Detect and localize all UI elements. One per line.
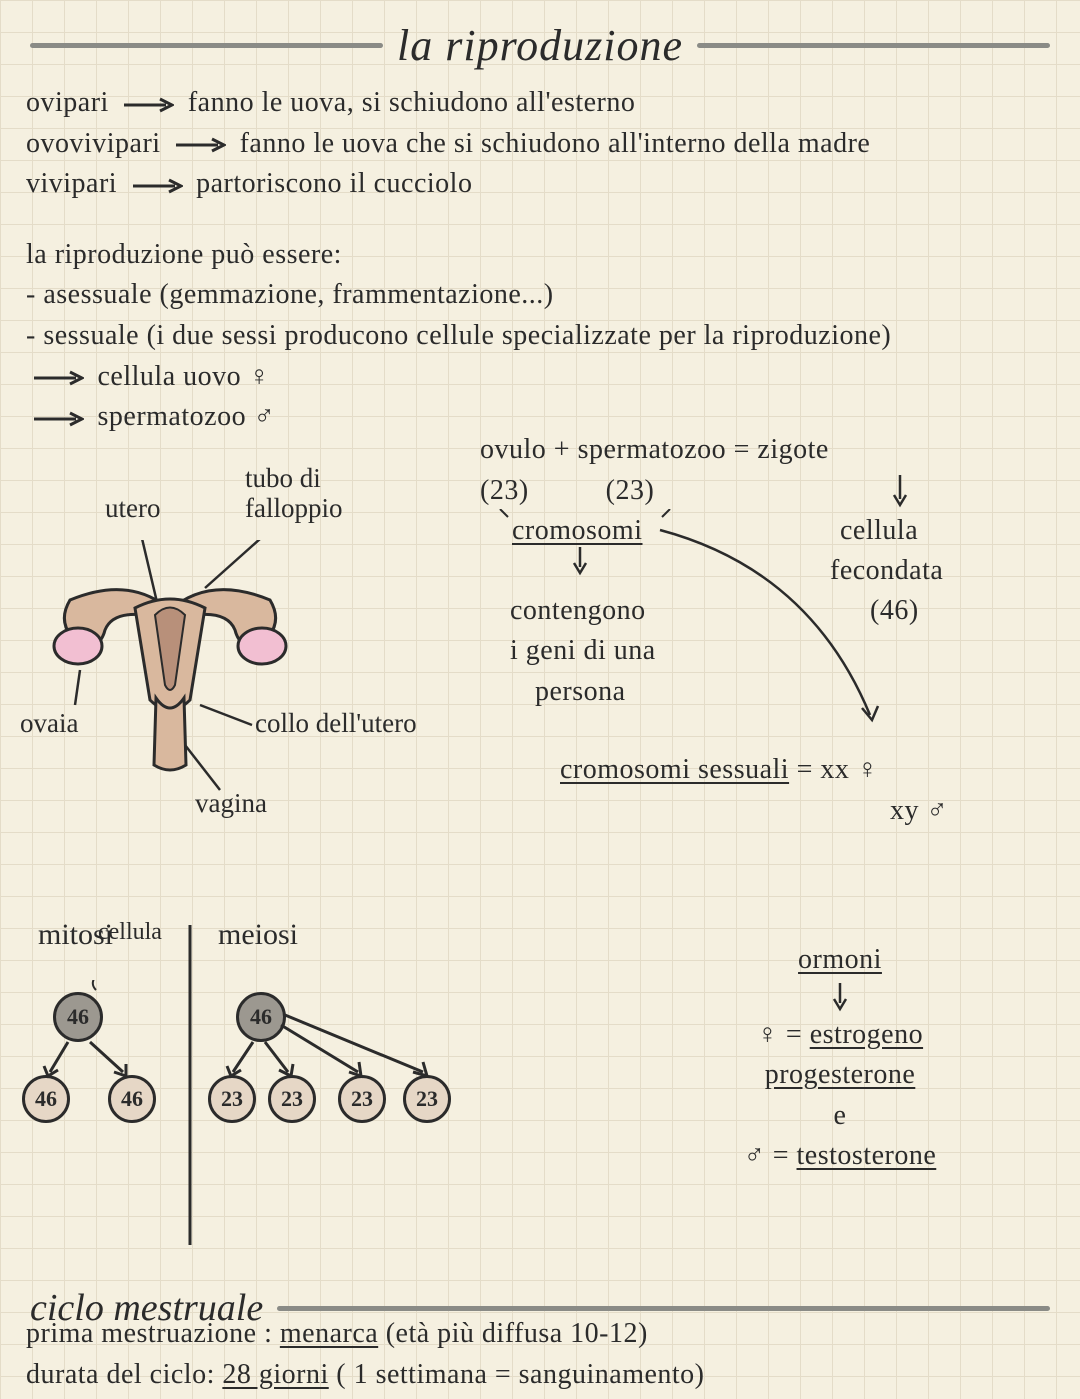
down-arrow-icon xyxy=(570,547,590,577)
arrow-icon xyxy=(131,178,183,194)
lbl-meiosi: meiosi xyxy=(218,920,298,950)
lbl-cellula-small: cellula xyxy=(98,920,162,944)
down-arrow-icon xyxy=(830,983,850,1013)
zigote-eq: ovulo + spermatozoo = zigote xyxy=(480,430,1060,471)
ormoni-block: ormoni ♀ = estrogeno progesterone e ♂ = … xyxy=(620,940,1060,1177)
lbl-menarca: menarca xyxy=(280,1318,378,1349)
lbl-utero: utero xyxy=(105,495,160,522)
ciclo-l1: prima mestruazione : menarca (età più di… xyxy=(26,1314,1054,1355)
page-title: la riproduzione xyxy=(397,20,683,71)
def-text: partoriscono il cucciolo xyxy=(196,168,472,199)
arrow-icon xyxy=(174,137,226,153)
def-ovovivipari: ovovivipari fanno le uova che si schiudo… xyxy=(26,124,1054,165)
lbl-e: e xyxy=(620,1096,1060,1137)
repro-intro: la riproduzione può essere: xyxy=(26,235,1054,276)
definitions: ovipari fanno le uova, si schiudono all'… xyxy=(0,79,1080,209)
lbl-estrogeno: estrogeno xyxy=(810,1019,923,1050)
lbl-sexchrom: cromosomi sessuali xyxy=(560,754,789,785)
zigote-block: ovulo + spermatozoo = zigote (23) (23) c… xyxy=(480,430,1060,712)
def-text: fanno le uova, si schiudono all'esterno xyxy=(188,87,636,118)
cell-egg: cellula uovo ♀ xyxy=(26,357,1054,398)
rule-left xyxy=(30,43,383,48)
lbl-tubo: tubo di xyxy=(245,465,321,492)
lbl-28giorni: 28 giorni xyxy=(222,1359,328,1390)
mitosi-arrows xyxy=(18,980,188,1110)
ciclo-block: prima mestruazione : menarca (età più di… xyxy=(0,1310,1080,1399)
arrow-icon xyxy=(32,370,84,386)
repro-block: la riproduzione può essere: - asessuale … xyxy=(0,231,1080,442)
arrow-icon xyxy=(32,411,84,427)
term: vivipari xyxy=(26,168,117,199)
def-text: fanno le uova che si schiudono all'inter… xyxy=(240,128,871,159)
repro-asex: - asessuale (gemmazione, frammentazione.… xyxy=(26,275,1054,316)
ciclo-l2: durata del ciclo: 28 giorni ( 1 settiman… xyxy=(26,1355,1054,1396)
lbl-contengono: contengono xyxy=(510,591,646,632)
title-row: la riproduzione xyxy=(0,0,1080,79)
down-arrow-icon xyxy=(890,475,910,509)
uterus-diagram: utero tubo di falloppio ovaia collo dell… xyxy=(20,540,450,890)
def-ovipari: ovipari fanno le uova, si schiudono all'… xyxy=(26,83,1054,124)
lbl-falloppio: falloppio xyxy=(245,495,342,522)
sex-chrom-block: cromosomi sessuali = xx ♀ xy ♂ xyxy=(560,750,1060,831)
lbl-progesterone: progesterone xyxy=(765,1059,916,1090)
meiosi-arrows xyxy=(203,990,483,1110)
term: ovipari xyxy=(26,87,109,118)
curve-arrow-icon xyxy=(650,520,910,740)
divider-line xyxy=(188,925,192,1245)
arrow-icon xyxy=(122,97,174,113)
uterus-svg xyxy=(20,540,450,840)
repro-sex: - sessuale (i due sessi producono cellul… xyxy=(26,316,1054,357)
lbl-ormoni: ormoni xyxy=(798,944,882,975)
lbl-cromosomi: cromosomi xyxy=(512,511,643,552)
lbl-xy: xy ♂ xyxy=(560,791,1060,832)
term: ovovivipari xyxy=(26,128,161,159)
rule-right xyxy=(697,43,1050,48)
def-vivipari: vivipari partoriscono il cucciolo xyxy=(26,164,1054,205)
lbl-xx: xx ♀ xyxy=(820,754,878,785)
zigote-23: (23) (23) xyxy=(480,471,1060,512)
mitosi-meiosi: mitosi meiosi cellula 46 46 46 46 23 23 … xyxy=(18,920,488,1260)
lbl-testosterone: testosterone xyxy=(797,1140,937,1171)
